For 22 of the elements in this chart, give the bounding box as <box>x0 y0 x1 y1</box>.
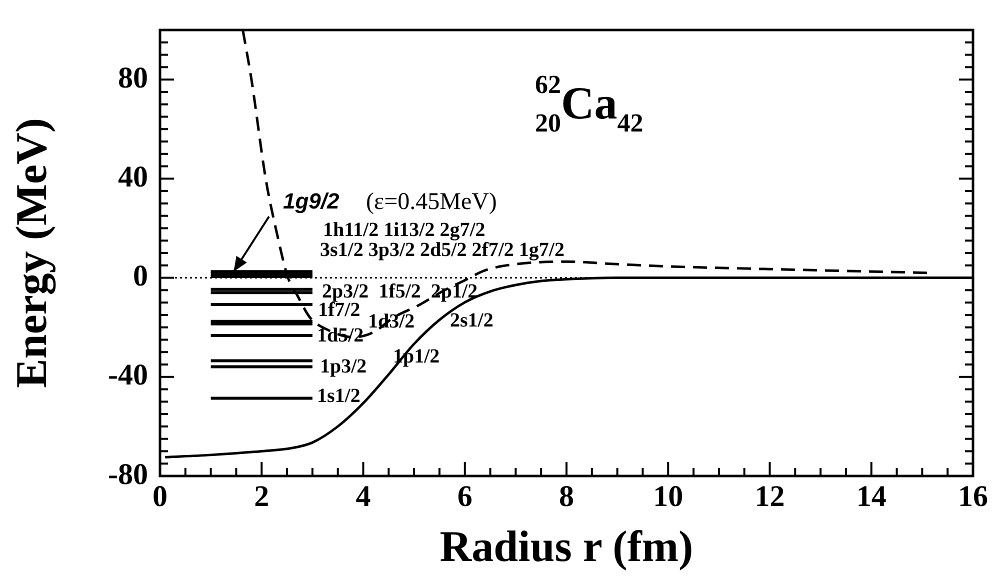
y-axis-title: Energy (MeV) <box>6 118 56 388</box>
y-tick-label: 40 <box>118 160 148 194</box>
x-tick-label: 12 <box>754 480 785 513</box>
y-tick-label: -40 <box>108 358 148 392</box>
annotation: 1h11/2 1i13/2 2g7/2 <box>323 219 486 242</box>
y-tick-label: 80 <box>118 61 148 94</box>
x-tick-label: 4 <box>356 480 371 513</box>
y-tick-label: -80 <box>108 458 148 491</box>
x-tick-label: 6 <box>457 480 472 513</box>
annotation: 1g9/2 <box>283 188 340 214</box>
annotation: (ε=0.45MeV) <box>366 188 497 215</box>
annotation: 2s1/2 <box>450 310 494 332</box>
annotation: 1s1/2 <box>317 384 360 407</box>
x-tick-label: 2 <box>254 480 270 513</box>
x-axis-title: Radius r (fm) <box>440 522 694 571</box>
x-tick-label: 8 <box>559 480 574 513</box>
x-tick-label: 10 <box>653 480 684 513</box>
y-tick-label: 0 <box>133 260 148 293</box>
x-tick-label: 16 <box>958 480 988 513</box>
x-tick-label: 14 <box>856 480 886 513</box>
annotation: 1d3/2 <box>368 310 415 332</box>
annotation: 1p3/2 <box>320 356 367 378</box>
